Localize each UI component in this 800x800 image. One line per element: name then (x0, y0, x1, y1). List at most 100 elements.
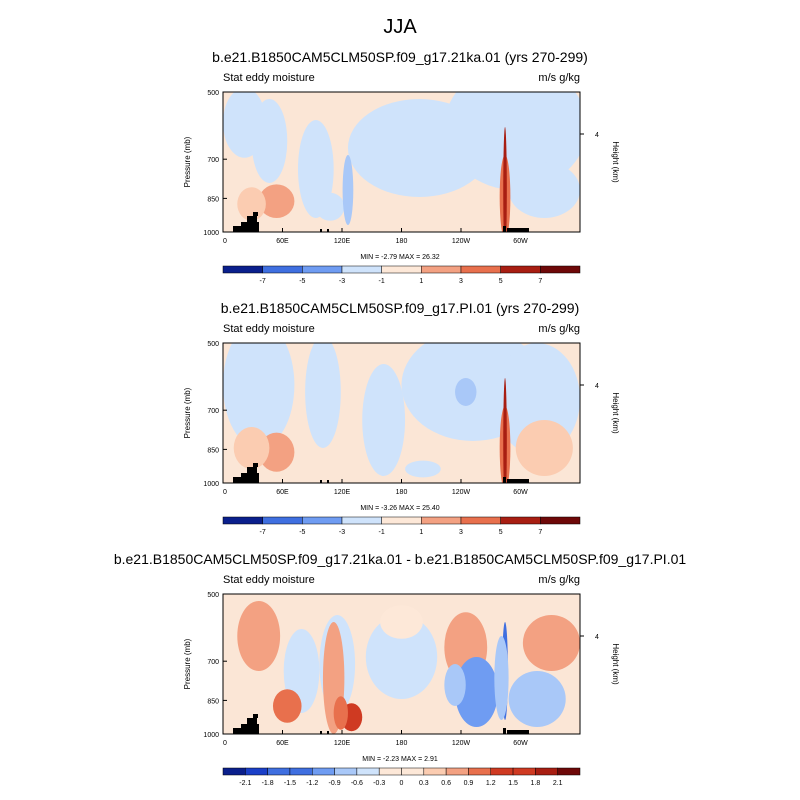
contour-region (223, 343, 295, 448)
terrain-block (320, 480, 322, 483)
x-tick-label: 180 (396, 740, 408, 747)
terrain-block (241, 222, 259, 226)
y-tick-label: 700 (207, 157, 219, 164)
y-tick-label: 850 (207, 196, 219, 203)
contour-region (444, 664, 466, 706)
colorbar-label: 3 (459, 529, 463, 536)
colorbar-swatch (222, 516, 263, 525)
y-tick-label: 500 (207, 341, 219, 348)
contour-region (333, 696, 348, 730)
colorbar-swatch (540, 265, 581, 274)
contour-region (455, 378, 477, 406)
panel-title: b.e21.B1850CAM5CLM50SP.f09_g17.21ka.01 (… (212, 49, 588, 65)
topography (233, 212, 529, 232)
contour-field (223, 343, 580, 483)
colorbar-swatch (421, 265, 462, 274)
x-tick-label: 120E (334, 489, 351, 496)
panel-right-label: m/s g/kg (538, 72, 580, 84)
colorbar-swatch (500, 516, 541, 525)
colorbar-label: 0.3 (419, 780, 429, 787)
terrain-block (327, 480, 329, 483)
contour-region (508, 162, 580, 218)
colorbar-swatch (262, 265, 303, 274)
contour-region (297, 120, 334, 218)
x-tick-label: 60W (513, 238, 528, 245)
x-tick-label: 0 (223, 238, 227, 245)
colorbar-label: 5 (499, 529, 503, 536)
colorbar-label: 7 (538, 529, 542, 536)
topography (233, 463, 529, 483)
terrain-block (233, 226, 259, 232)
x-tick-label: 60W (513, 489, 528, 496)
contour-region (315, 192, 345, 221)
terrain-block (247, 216, 257, 222)
colorbar-swatch (341, 516, 382, 525)
contour-region (365, 615, 438, 699)
colorbar-label: 1 (419, 529, 423, 536)
colorbar-label: 1.2 (486, 780, 496, 787)
y-axis-label: Pressure (mb) (183, 387, 192, 438)
colorbar-swatch (512, 767, 536, 776)
contour-region (503, 378, 507, 483)
terrain-block (507, 228, 529, 232)
colorbar-label: 2.1 (553, 780, 563, 787)
x-tick-label: 120E (334, 238, 351, 245)
x-tick-label: 120W (452, 740, 471, 747)
terrain-block (253, 212, 258, 216)
colorbar-swatch (500, 265, 541, 274)
colorbar-swatch (302, 265, 343, 274)
contour-region (380, 605, 423, 639)
panel-3: b.e21.B1850CAM5CLM50SP.f09_g17.21ka.01 -… (114, 551, 687, 787)
contour-region (237, 601, 281, 671)
x-tick-label: 120W (452, 238, 471, 245)
terrain-block (320, 731, 322, 734)
colorbar-label: -1.2 (306, 780, 318, 787)
topography (233, 714, 529, 734)
colorbar-swatch (540, 516, 581, 525)
colorbar-label: 3 (459, 278, 463, 285)
x-tick-label: 180 (396, 489, 408, 496)
terrain-block (233, 477, 259, 483)
colorbar-swatch (262, 516, 303, 525)
terrain-block (327, 229, 329, 232)
colorbar-swatch (302, 516, 343, 525)
colorbar: -7 -5 -3 -1 1 3 5 7 (222, 516, 581, 536)
terrain-block (327, 731, 329, 734)
terrain-block (320, 229, 322, 232)
x-tick-label: 60W (513, 740, 528, 747)
colorbar-label: -0.9 (329, 780, 341, 787)
y-tick-label: 700 (207, 659, 219, 666)
colorbar-swatch (289, 767, 313, 776)
contour-region (515, 420, 573, 476)
contour-region (522, 615, 580, 671)
panel-2: b.e21.B1850CAM5CLM50SP.f09_g17.PI.01 (yr… (183, 300, 620, 536)
colorbar-swatch (468, 767, 491, 776)
season-title: JJA (383, 16, 417, 38)
terrain-block (503, 477, 506, 483)
x-tick-label: 180 (396, 238, 408, 245)
colorbar-swatch (245, 767, 268, 776)
colorbar-label: -5 (299, 278, 305, 285)
colorbar-label: 0.6 (441, 780, 451, 787)
contour-region (503, 127, 507, 232)
colorbar-label: -0.6 (351, 780, 363, 787)
contour-region (233, 427, 270, 469)
contour-region (405, 460, 441, 478)
y-right-tick-label: 4 (595, 132, 599, 139)
y-right-axis-label: Height (km) (611, 643, 620, 685)
colorbar: -2.1 -1.8 -1.5 -1.2 -0.9 -0.6 -0.3 0 0.3 0.6 0.9 1.… (222, 767, 581, 787)
contour-region (494, 636, 509, 720)
colorbar-swatch (378, 767, 402, 776)
y-axis-label: Pressure (mb) (183, 136, 192, 187)
colorbar-swatch (460, 265, 501, 274)
colorbar-label: -7 (260, 278, 266, 285)
y-tick-label: 700 (207, 408, 219, 415)
colorbar: -7 -5 -3 -1 1 3 5 7 (222, 265, 581, 285)
panel-left-label: Stat eddy moisture (223, 574, 315, 586)
contour-region (342, 155, 354, 225)
y-right-axis-label: Height (km) (611, 392, 620, 434)
colorbar-swatch (222, 767, 246, 776)
min-max-stats: MIN = -2.79 MAX = 26.32 (360, 254, 439, 261)
y-tick-label: 850 (207, 698, 219, 705)
